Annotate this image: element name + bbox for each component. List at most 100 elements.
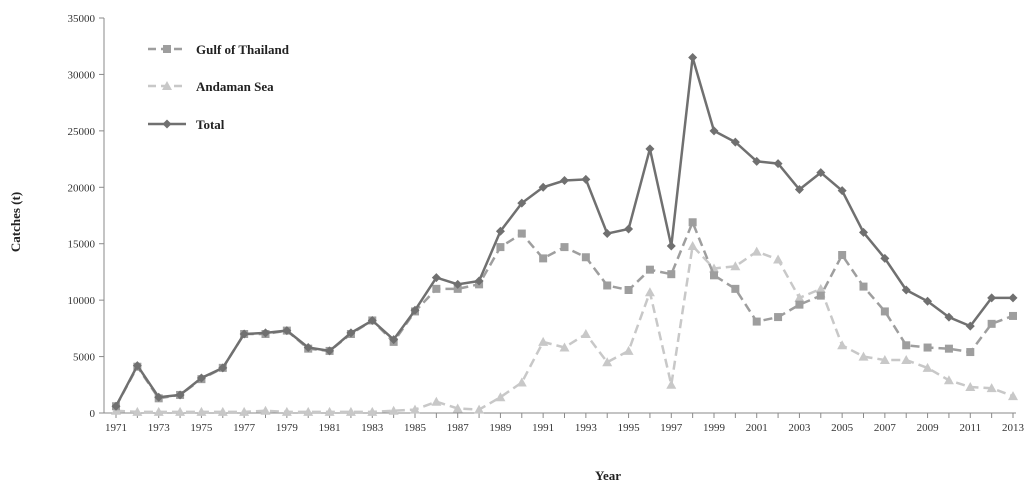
data-point-total (1008, 293, 1018, 303)
data-point-gulf-of-thailand (923, 343, 932, 352)
data-point-gulf-of-thailand (987, 319, 996, 328)
x-tick-label: 2009 (917, 422, 940, 434)
data-point-andaman-sea (196, 406, 207, 416)
data-point-total (303, 343, 313, 353)
data-point-andaman-sea (153, 406, 164, 416)
legend-label: Gulf of Thailand (196, 42, 290, 57)
data-point-andaman-sea (580, 329, 591, 338)
data-point-andaman-sea (538, 336, 549, 346)
data-point-andaman-sea (730, 261, 741, 271)
x-tick-label: 1975 (190, 422, 213, 434)
data-point-gulf-of-thailand (838, 251, 847, 259)
x-tick-label: 2003 (788, 422, 811, 434)
data-point-total (730, 137, 740, 147)
data-point-gulf-of-thailand (453, 284, 462, 293)
data-point-andaman-sea (879, 354, 890, 364)
data-point-andaman-sea (858, 351, 869, 361)
legend-item-total: Total (148, 117, 225, 132)
data-point-gulf-of-thailand (432, 284, 441, 293)
data-point-andaman-sea (516, 377, 527, 387)
data-point-total (453, 279, 463, 289)
series-total (111, 53, 1018, 411)
legend-swatch-marker (163, 45, 171, 53)
data-point-gulf-of-thailand (859, 282, 868, 291)
series-line-andaman-sea (115, 243, 1014, 414)
data-point-andaman-sea (687, 240, 698, 250)
x-tick-label: 1983 (361, 422, 384, 434)
data-point-gulf-of-thailand (774, 313, 783, 322)
data-point-andaman-sea (260, 405, 271, 415)
legend-item-andaman-sea: Andaman Sea (148, 79, 274, 94)
data-point-total (111, 401, 121, 411)
data-point-andaman-sea (922, 362, 933, 372)
data-point-andaman-sea (303, 406, 314, 416)
data-point-gulf-of-thailand (731, 284, 740, 293)
data-point-andaman-sea (602, 357, 613, 367)
data-point-gulf-of-thailand (1009, 311, 1017, 320)
data-point-gulf-of-thailand (603, 281, 612, 290)
data-point-total (944, 312, 954, 322)
x-tick-label: 1987 (447, 422, 470, 434)
data-point-andaman-sea (239, 406, 250, 416)
data-point-total (261, 328, 270, 338)
y-tick-label: 30000 (68, 69, 96, 81)
data-point-total (346, 328, 356, 338)
legend-swatch-marker (162, 81, 172, 90)
data-point-total (218, 363, 228, 373)
data-point-total (837, 186, 847, 196)
data-point-gulf-of-thailand (816, 291, 825, 300)
data-point-gulf-of-thailand (517, 229, 526, 238)
data-point-total (474, 276, 484, 286)
series-gulf-of-thailand (112, 218, 1017, 411)
data-point-total (794, 185, 804, 195)
data-point-andaman-sea (217, 406, 228, 416)
data-point-total (602, 229, 612, 239)
x-tick-label: 1995 (618, 422, 641, 434)
data-point-andaman-sea (837, 340, 848, 350)
x-tick-label: 1971 (105, 422, 127, 434)
x-tick-label: 1981 (319, 422, 341, 434)
data-point-total (175, 390, 185, 400)
data-point-gulf-of-thailand (752, 317, 761, 326)
y-tick-label: 10000 (68, 295, 96, 307)
data-point-andaman-sea (175, 406, 186, 416)
data-point-andaman-sea (986, 383, 997, 393)
data-point-total (495, 226, 505, 236)
legend: Gulf of Thailand Andaman Sea Total (148, 42, 290, 132)
legend-item-gulf-of-thailand: Gulf of Thailand (148, 42, 290, 57)
data-point-andaman-sea (794, 292, 805, 302)
data-point-andaman-sea (1008, 391, 1018, 401)
data-point-total (987, 293, 997, 303)
data-point-gulf-of-thailand (539, 254, 548, 263)
data-point-total (624, 224, 634, 234)
data-point-andaman-sea (410, 404, 420, 414)
x-tick-label: 1973 (148, 422, 171, 434)
data-point-total (367, 315, 377, 325)
data-point-andaman-sea (388, 405, 399, 415)
data-point-andaman-sea (815, 283, 826, 293)
data-point-total (688, 53, 698, 62)
data-point-gulf-of-thailand (496, 243, 505, 252)
data-point-gulf-of-thailand (624, 285, 633, 294)
data-point-total (773, 159, 783, 169)
x-tick-label: 1979 (276, 422, 299, 434)
y-tick-label: 15000 (68, 239, 96, 251)
x-tick-label: 2013 (1002, 422, 1025, 434)
x-tick-labels: 1971 1973 1975 1977 1979 1981 1983 1985 1987 1989… (105, 413, 1025, 434)
data-point-total (560, 176, 569, 186)
data-point-gulf-of-thailand (710, 271, 718, 280)
data-point-andaman-sea (666, 379, 677, 389)
y-tick-label: 35000 (68, 13, 96, 25)
data-point-andaman-sea (901, 354, 912, 364)
data-point-andaman-sea (773, 254, 784, 264)
data-point-andaman-sea (345, 406, 356, 416)
data-point-total (325, 346, 335, 356)
data-point-total (154, 392, 164, 402)
y-tick-label: 25000 (68, 126, 96, 138)
x-tick-label: 2001 (746, 422, 768, 434)
data-point-andaman-sea (431, 396, 442, 406)
data-point-andaman-sea (495, 392, 506, 402)
data-point-total (901, 285, 911, 295)
legend-label: Total (196, 117, 225, 132)
x-tick-label: 1985 (404, 422, 427, 434)
